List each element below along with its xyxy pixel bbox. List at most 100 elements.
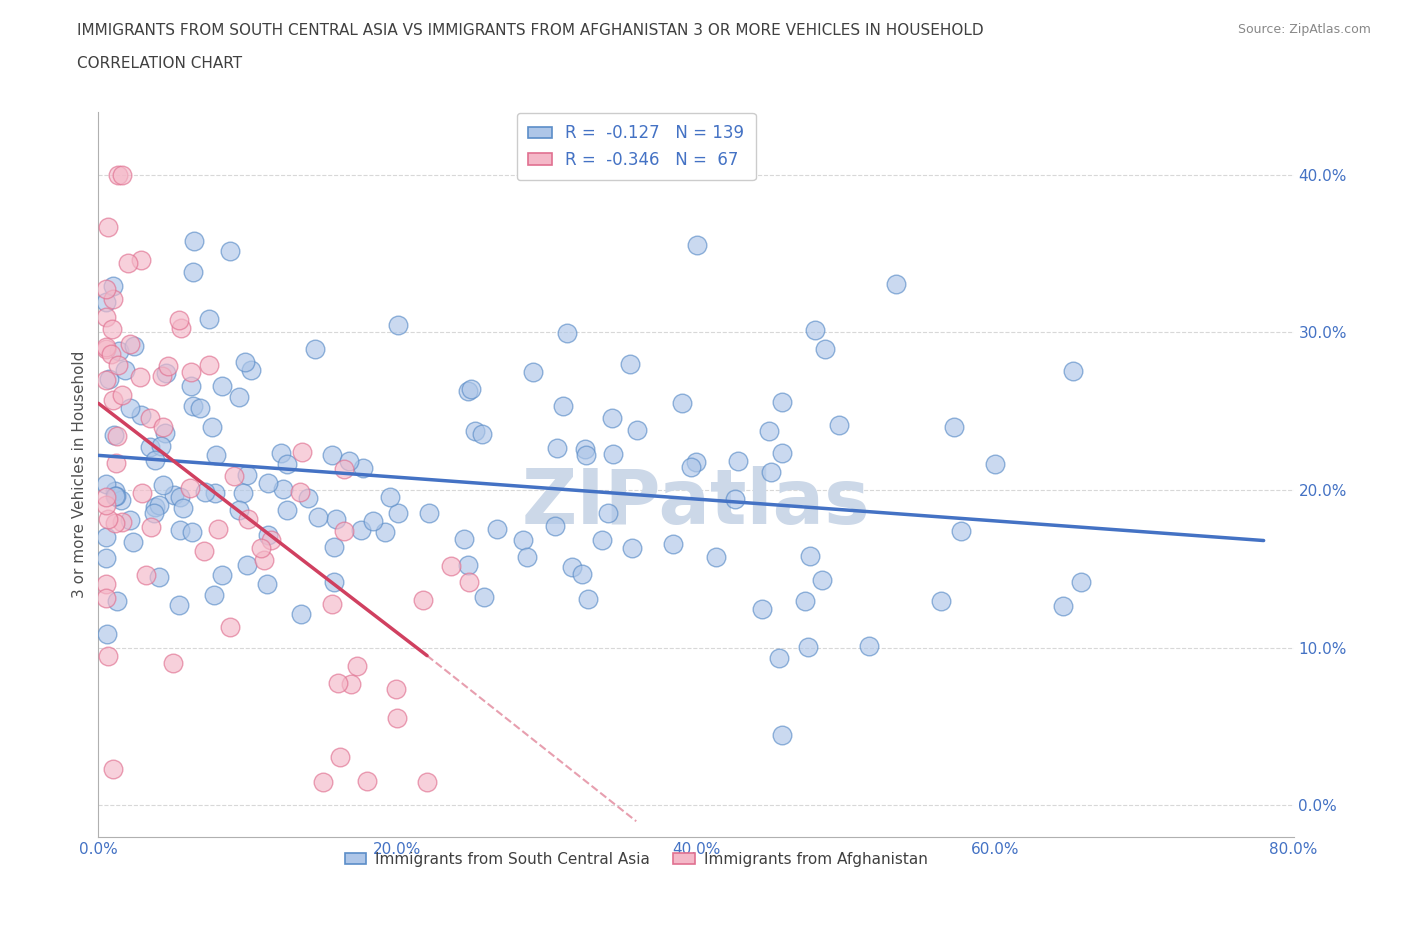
Point	[304, 342, 326, 357]
Point	[97, 372, 120, 387]
Point	[94, 477, 117, 492]
Point	[233, 355, 256, 370]
Point	[240, 363, 263, 378]
Point	[256, 577, 278, 591]
Point	[198, 312, 221, 326]
Point	[1052, 598, 1074, 613]
Point	[326, 675, 349, 690]
Point	[204, 447, 226, 462]
Point	[143, 452, 166, 467]
Point	[94, 489, 117, 504]
Point	[218, 244, 240, 259]
Point	[464, 423, 486, 438]
Point	[418, 505, 440, 520]
Point	[472, 590, 495, 604]
Point	[799, 549, 821, 564]
Point	[412, 592, 434, 607]
Point	[942, 419, 965, 434]
Point	[793, 593, 815, 608]
Point	[101, 762, 124, 777]
Point	[571, 566, 593, 581]
Point	[97, 219, 120, 234]
Point	[193, 544, 215, 559]
Point	[598, 506, 620, 521]
Point	[150, 369, 173, 384]
Point	[169, 523, 191, 538]
Point	[104, 483, 127, 498]
Point	[321, 596, 343, 611]
Point	[457, 383, 479, 398]
Point	[183, 264, 205, 279]
Point	[983, 457, 1005, 472]
Text: IMMIGRANTS FROM SOUTH CENTRAL ASIA VS IMMIGRANTS FROM AFGHANISTAN 3 OR MORE VEHI: IMMIGRANTS FROM SOUTH CENTRAL ASIA VS IM…	[77, 23, 984, 38]
Point	[768, 650, 790, 665]
Point	[101, 278, 124, 293]
Point	[135, 567, 157, 582]
Point	[374, 525, 396, 539]
Point	[188, 401, 211, 416]
Point	[155, 365, 177, 380]
Point	[211, 379, 233, 393]
Point	[110, 493, 132, 508]
Point	[180, 365, 202, 379]
Point	[105, 593, 128, 608]
Point	[686, 238, 709, 253]
Point	[387, 318, 409, 333]
Point	[101, 292, 124, 307]
Point	[101, 322, 124, 337]
Point	[129, 253, 152, 268]
Point	[685, 455, 707, 470]
Point	[858, 639, 880, 654]
Point	[120, 401, 142, 416]
Point	[828, 418, 851, 432]
Point	[141, 519, 163, 534]
Point	[129, 407, 152, 422]
Point	[332, 524, 354, 538]
Point	[770, 727, 793, 742]
Point	[276, 503, 298, 518]
Point	[204, 485, 226, 500]
Point	[111, 168, 134, 183]
Point	[546, 441, 568, 456]
Point	[94, 551, 117, 565]
Point	[94, 498, 117, 512]
Point	[1062, 364, 1084, 379]
Point	[929, 593, 952, 608]
Point	[356, 774, 378, 789]
Point	[297, 490, 319, 505]
Point	[759, 464, 782, 479]
Point	[94, 339, 117, 354]
Point	[770, 446, 793, 461]
Point	[198, 358, 221, 373]
Point	[152, 478, 174, 493]
Point	[260, 533, 283, 548]
Point	[619, 357, 641, 372]
Point	[94, 529, 117, 544]
Point	[350, 522, 373, 537]
Point	[457, 558, 479, 573]
Point	[201, 419, 224, 434]
Y-axis label: 3 or more Vehicles in Household: 3 or more Vehicles in Household	[72, 351, 87, 598]
Point	[142, 506, 165, 521]
Point	[339, 677, 361, 692]
Point	[291, 445, 314, 460]
Point	[114, 363, 136, 378]
Point	[218, 619, 240, 634]
Point	[544, 518, 567, 533]
Point	[751, 602, 773, 617]
Point	[180, 379, 202, 393]
Point	[103, 428, 125, 443]
Point	[385, 682, 408, 697]
Point	[143, 499, 166, 514]
Point	[290, 606, 312, 621]
Point	[94, 373, 117, 388]
Point	[121, 535, 143, 550]
Point	[183, 399, 205, 414]
Point	[97, 512, 120, 526]
Point	[332, 462, 354, 477]
Point	[139, 439, 162, 454]
Point	[108, 343, 131, 358]
Point	[385, 711, 409, 726]
Point	[949, 524, 972, 538]
Point	[162, 487, 184, 502]
